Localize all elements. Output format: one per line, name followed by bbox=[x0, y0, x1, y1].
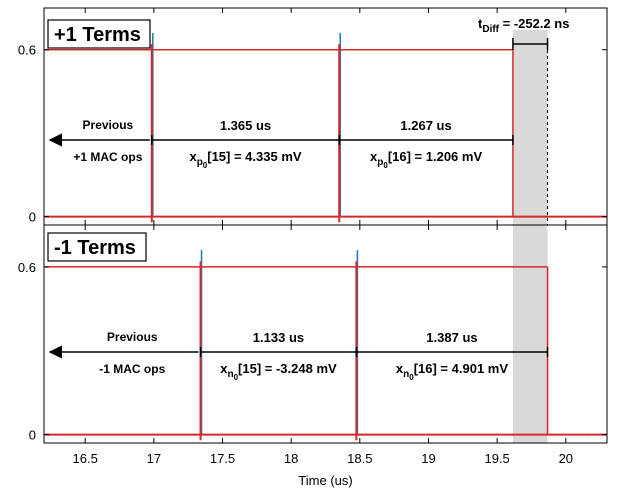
top-panel-title-box: +1 Terms bbox=[47, 19, 151, 49]
time-difference-shade bbox=[512, 30, 548, 443]
y-tick-label: 0.6 bbox=[18, 43, 36, 58]
x-tick-label: 16.5 bbox=[73, 451, 98, 466]
x-tick-label: 17.5 bbox=[210, 451, 235, 466]
top-panel-title: +1 Terms bbox=[54, 24, 141, 46]
y-tick-label: 0 bbox=[29, 428, 36, 443]
top-value-label-15: xp0[15] = 4.335 mV bbox=[189, 149, 301, 170]
top-value-label-16: xp0[16] = 1.206 mV bbox=[370, 149, 482, 170]
bottom-value-label-15: xn0[15] = -3.248 mV bbox=[220, 361, 337, 382]
bottom-panel-frame bbox=[43, 224, 608, 444]
x-tick-label: 18.5 bbox=[347, 451, 372, 466]
bottom-panel-title-box: -1 Terms bbox=[47, 232, 147, 262]
bottom-value-label-16: xn0[16] = 4.901 mV bbox=[396, 361, 508, 382]
bottom-panel-marks bbox=[44, 250, 607, 441]
x-tick-label: 17 bbox=[147, 451, 161, 466]
y-tick-label: 0 bbox=[29, 210, 36, 225]
top-previous-ops-label: +1 MAC ops bbox=[73, 150, 142, 164]
bottom-interval-label-2: 1.387 us bbox=[426, 330, 477, 345]
bottom-interval-label-1: 1.133 us bbox=[253, 330, 304, 345]
x-axis-title: Time (us) bbox=[298, 473, 352, 488]
top-interval-label-1: 1.365 us bbox=[220, 118, 271, 133]
x-tick-label: 18 bbox=[284, 451, 298, 466]
top-interval-label-2: 1.267 us bbox=[400, 118, 451, 133]
x-tick-label: 19 bbox=[421, 451, 435, 466]
y-tick-label: 0.6 bbox=[18, 260, 36, 275]
x-tick-label: 19.5 bbox=[484, 451, 509, 466]
axes: 16.5 17 17.5 18 18.5 19 19.5 20 0 0.6 0 0.6 bbox=[18, 8, 607, 466]
t-diff-label: tDiff = -252.2 ns bbox=[478, 16, 569, 35]
bottom-previous-ops-label: -1 MAC ops bbox=[99, 362, 165, 376]
top-panel-marks bbox=[44, 33, 607, 223]
bottom-panel-title: -1 Terms bbox=[54, 237, 136, 259]
x-tick-label: 20 bbox=[559, 451, 573, 466]
top-previous-label: Previous bbox=[83, 118, 134, 132]
bottom-previous-label: Previous bbox=[107, 330, 158, 344]
